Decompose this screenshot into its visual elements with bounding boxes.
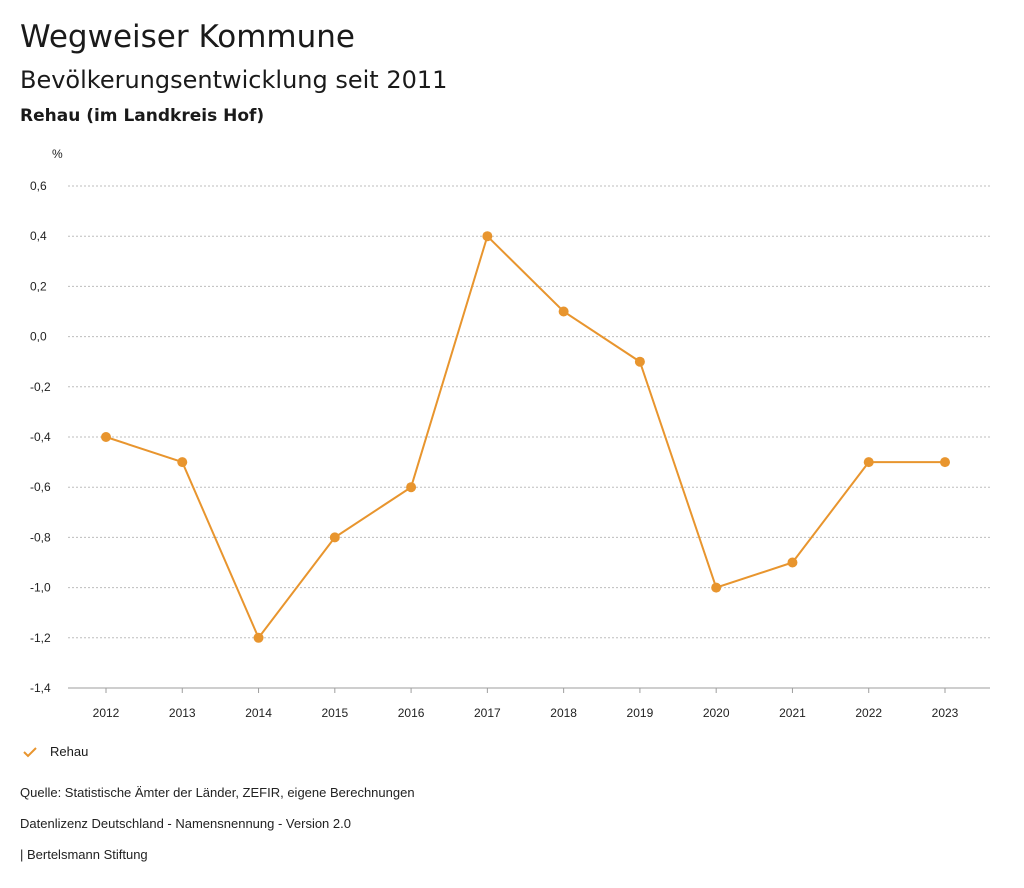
license-note: Datenlizenz Deutschland - Namensnennung … <box>20 816 351 831</box>
data-point[interactable] <box>787 557 798 568</box>
x-tick-label: 2023 <box>932 706 959 720</box>
data-point[interactable] <box>940 457 950 468</box>
region-label: Rehau (im Landkreis Hof) <box>20 106 265 126</box>
data-point[interactable] <box>177 457 188 468</box>
data-point[interactable] <box>558 306 569 317</box>
x-tick-label: 2013 <box>169 706 196 720</box>
page-title: Wegweiser Kommune <box>20 19 355 55</box>
credit-note: | Bertelsmann Stiftung <box>20 847 148 862</box>
x-tick-label: 2022 <box>855 706 882 720</box>
data-point[interactable] <box>711 582 722 593</box>
x-tick-label: 2019 <box>627 706 654 720</box>
y-tick-label: -0,4 <box>30 430 51 444</box>
line-chart: % 0,6 0,4 0,2 0,0 -0,2 -0,4 -0,6 -0,8 -1,0 -1,2 -1… <box>30 147 990 720</box>
data-point[interactable] <box>634 356 645 367</box>
data-point[interactable] <box>863 457 874 468</box>
x-tick-label: 2018 <box>550 706 577 720</box>
y-axis-label: % <box>52 147 63 161</box>
x-tick-label: 2021 <box>779 706 806 720</box>
x-tick-label: 2016 <box>398 706 425 720</box>
data-point[interactable] <box>406 482 417 493</box>
series-rehau <box>101 231 950 643</box>
x-tick-label: 2020 <box>703 706 730 720</box>
legend-label: Rehau <box>50 744 89 759</box>
y-tick-label: 0,0 <box>30 330 47 344</box>
data-point[interactable] <box>101 432 111 442</box>
legend: Rehau <box>22 744 88 759</box>
y-tick-label: -0,6 <box>30 480 51 494</box>
source-note: Quelle: Statistische Ämter der Länder, Z… <box>20 785 415 800</box>
x-tick-label: 2017 <box>474 706 501 720</box>
grid-lines <box>68 185 990 689</box>
data-point[interactable] <box>253 632 264 643</box>
x-tick-label: 2014 <box>245 706 272 720</box>
y-tick-label: 0,2 <box>30 279 47 293</box>
data-point[interactable] <box>329 532 340 543</box>
check-icon <box>23 746 37 757</box>
x-tick-label: 2012 <box>93 706 120 720</box>
x-axis-ticks: 2012 2013 2014 2015 2016 2017 2018 2019 2020 2021… <box>93 688 959 720</box>
y-tick-label: -1,0 <box>30 581 51 595</box>
x-tick-label: 2015 <box>321 706 348 720</box>
y-tick-label: 0,6 <box>30 179 47 193</box>
y-tick-label: -0,2 <box>30 380 51 394</box>
y-tick-label: 0,4 <box>30 229 47 243</box>
y-tick-label: -1,4 <box>30 681 51 695</box>
y-tick-label: -1,2 <box>30 631 51 645</box>
data-point[interactable] <box>482 231 493 242</box>
series-line-rehau <box>105 234 945 640</box>
y-axis-ticks: 0,6 0,4 0,2 0,0 -0,2 -0,4 -0,6 -0,8 -1,0 -1,2 -1,4 <box>30 179 51 695</box>
y-tick-label: -0,8 <box>30 530 51 544</box>
chart-subtitle: Bevölkerungsentwicklung seit 2011 <box>20 66 448 94</box>
